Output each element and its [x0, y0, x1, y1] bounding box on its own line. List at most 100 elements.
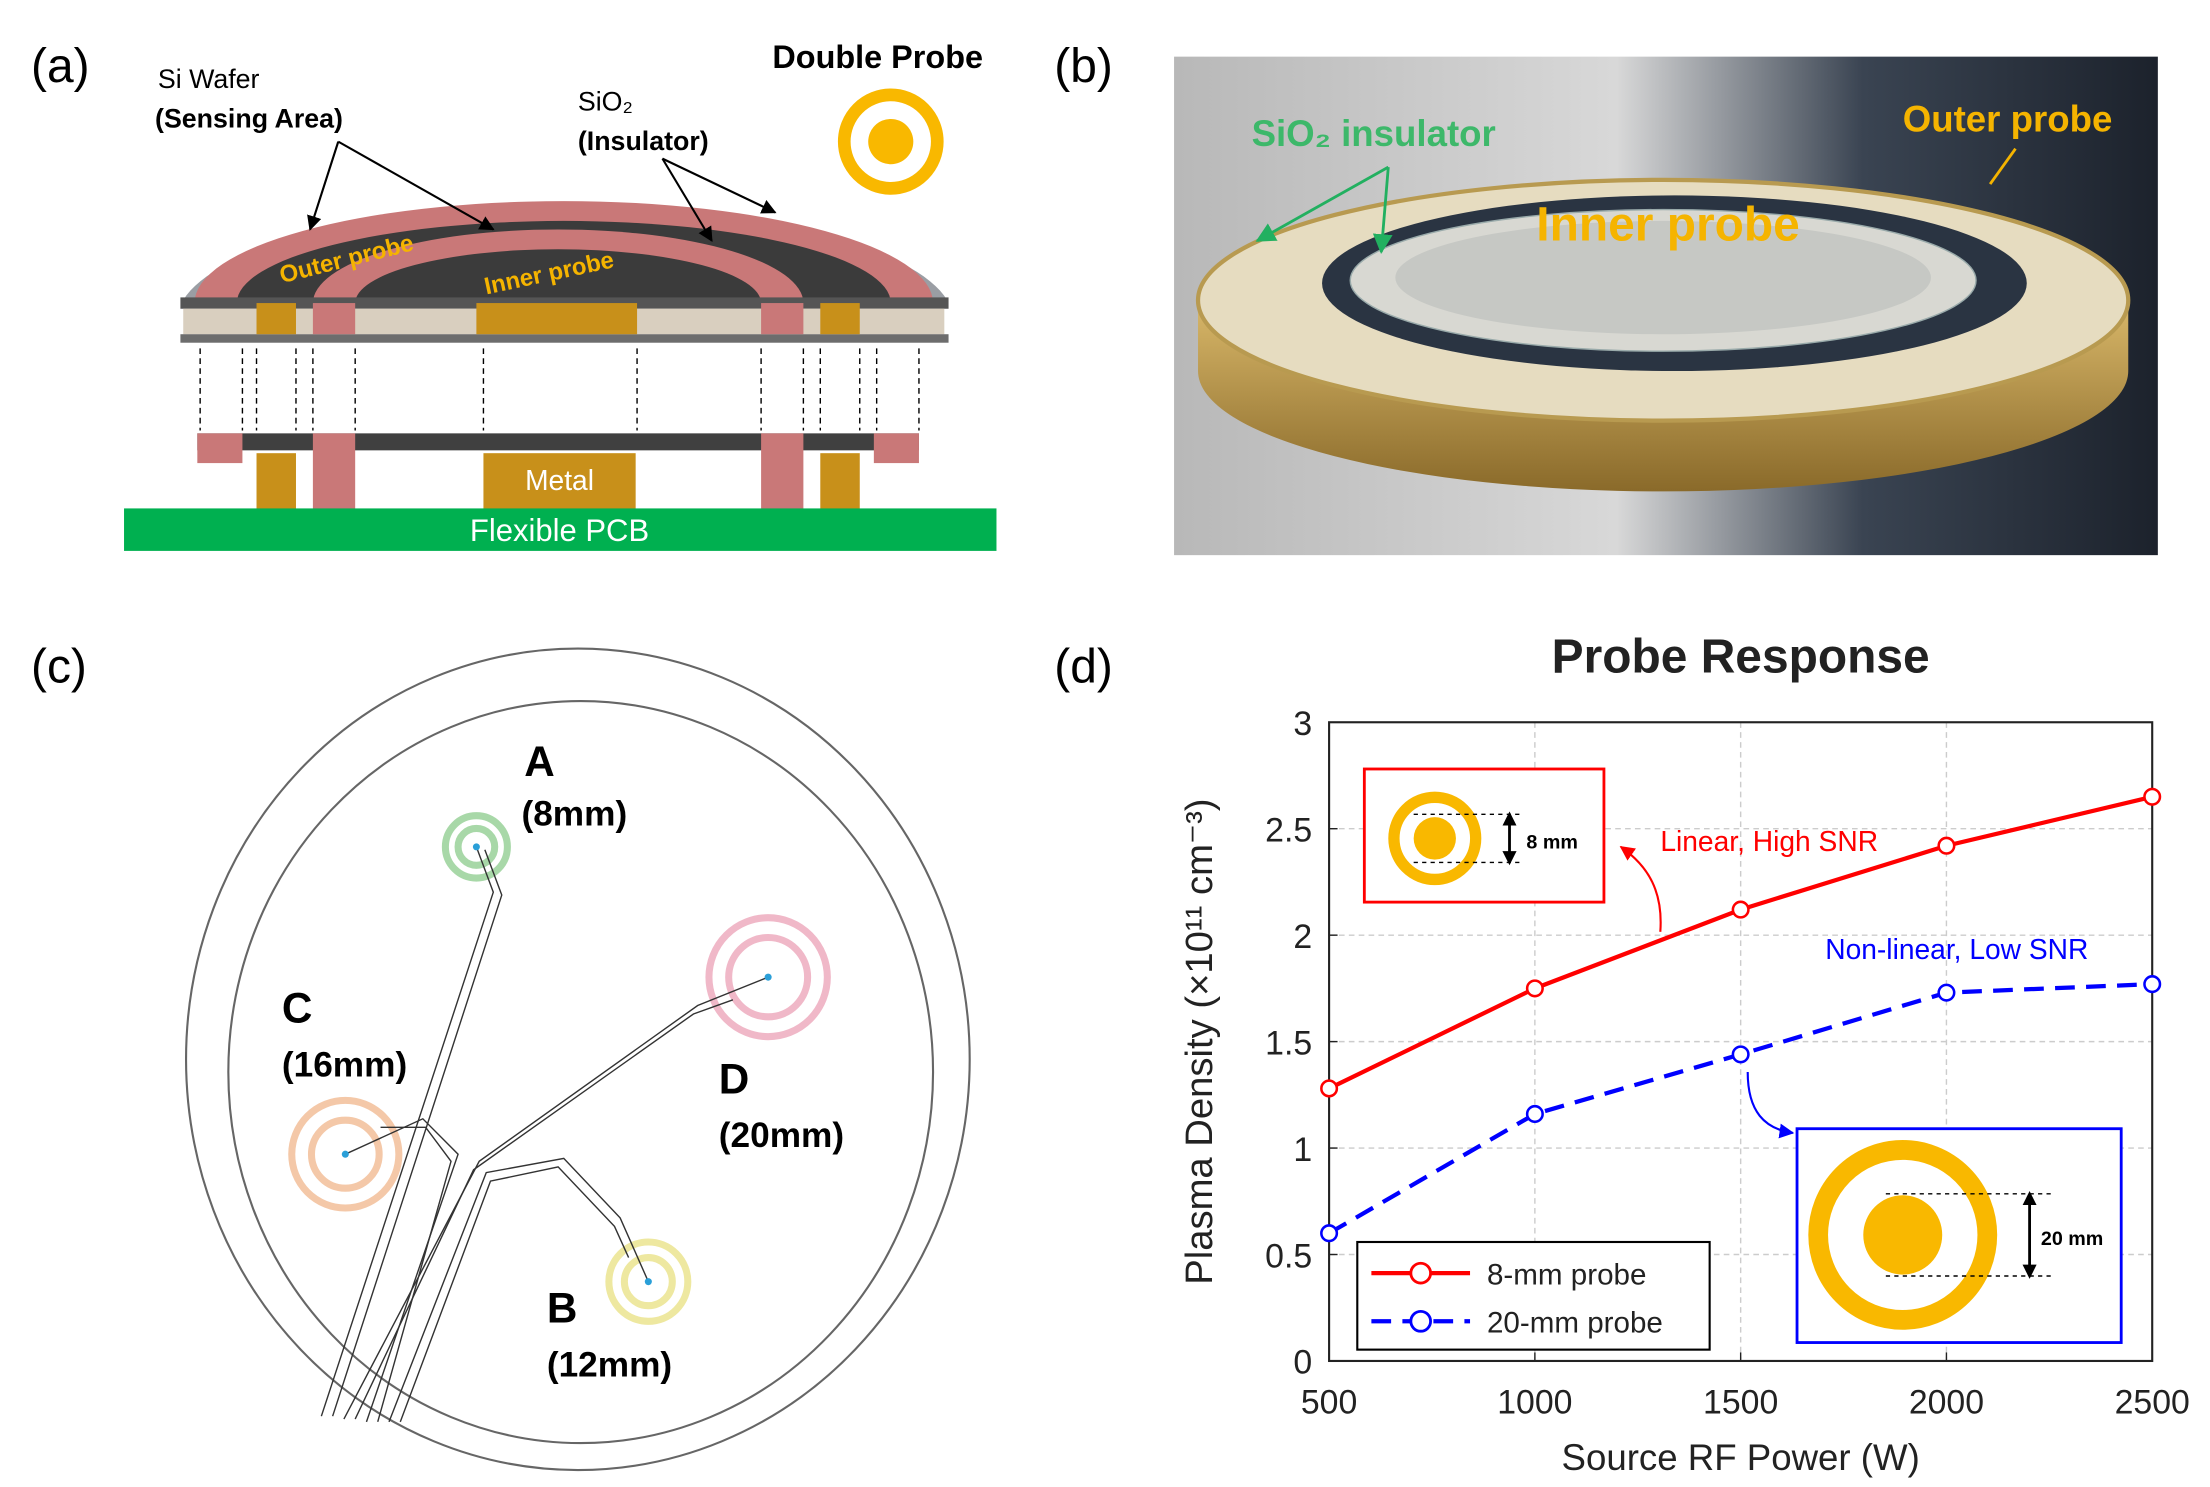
x-tick-label: 500 — [1301, 1383, 1357, 1421]
probe-a — [441, 812, 511, 882]
label: (Insulator) — [578, 126, 709, 156]
legend-marker — [1409, 1309, 1432, 1333]
y-tick-label: 1 — [1293, 1131, 1312, 1169]
metal — [820, 453, 860, 510]
trace — [388, 1157, 649, 1423]
disc-edge — [1198, 300, 2129, 492]
label: C — [282, 984, 313, 1031]
label: SiO₂ — [578, 86, 633, 116]
layer — [197, 433, 919, 451]
contact — [341, 1150, 349, 1158]
arrow — [307, 141, 340, 231]
inset-probe — [1808, 1140, 1998, 1330]
contact — [644, 1278, 652, 1286]
probe-icon — [837, 88, 944, 195]
label: Metal — [525, 464, 594, 496]
probe-d — [705, 914, 831, 1041]
trace — [320, 846, 495, 1417]
pcb — [124, 508, 997, 551]
label: (8mm) — [521, 795, 627, 834]
label: A — [524, 738, 555, 785]
trace — [331, 849, 503, 1417]
x-tick-label: 1500 — [1703, 1383, 1778, 1421]
layer — [180, 334, 949, 343]
x-tick-label: 1000 — [1497, 1383, 1572, 1421]
label: Inner probe — [1536, 199, 1799, 252]
metal — [483, 453, 636, 510]
legend-label: 8-mm probe — [1487, 1258, 1646, 1291]
point — [1525, 979, 1544, 998]
annotation-arrow — [1746, 1072, 1795, 1139]
inset-probe — [1413, 817, 1456, 860]
label: Flexible PCB — [470, 513, 649, 548]
y-axis-label: Plasma Density (×10¹¹ cm⁻³) — [1178, 798, 1221, 1284]
label: SiO₂ insulator — [1252, 113, 1496, 154]
probe-c — [307, 1116, 383, 1192]
label: (16mm) — [282, 1045, 407, 1084]
inner-probe — [1395, 220, 1931, 335]
annotation-arrow — [1619, 846, 1662, 932]
label: (20mm) — [719, 1116, 844, 1155]
contact — [472, 843, 480, 851]
label: Outer probe — [1903, 99, 2113, 140]
probe-b — [620, 1254, 676, 1310]
probe-a — [454, 824, 499, 869]
probe-icon — [868, 118, 914, 165]
pad — [197, 433, 243, 464]
arrow — [661, 157, 777, 214]
chart-title: Probe Response — [1552, 631, 1930, 684]
inset — [1362, 767, 1606, 904]
metal — [256, 453, 296, 510]
point — [1937, 983, 1956, 1002]
point — [1731, 900, 1750, 919]
label: B — [547, 1285, 578, 1332]
probe-d — [725, 933, 812, 1021]
arrow — [337, 140, 495, 231]
label: D — [719, 1055, 750, 1102]
panel-label: (b) — [1054, 40, 1113, 93]
inset-probe — [1388, 791, 1482, 886]
y-tick-label: 0.5 — [1265, 1237, 1312, 1275]
contact — [764, 973, 772, 981]
x-tick-label: 2500 — [2115, 1383, 2190, 1421]
inset-label: 20 mm — [2041, 1228, 2103, 1250]
point — [1320, 1224, 1339, 1243]
label: (Sensing Area) — [155, 103, 343, 133]
arrow — [661, 158, 713, 243]
x-tick-label: 2000 — [1909, 1383, 1984, 1421]
point — [1937, 836, 1956, 855]
legend — [1356, 1240, 1711, 1351]
y-tick-label: 1.5 — [1265, 1024, 1312, 1062]
probe-c — [288, 1096, 403, 1212]
legend-label: 20-mm probe — [1487, 1307, 1663, 1340]
y-tick-label: 0 — [1293, 1344, 1312, 1382]
label: Double Probe — [772, 39, 983, 75]
via — [761, 303, 804, 335]
panel-c: (c) A (8mm) — [31, 641, 971, 1472]
point — [2143, 787, 2162, 806]
annotation: Non-linear, Low SNR — [1825, 933, 2088, 965]
insulator — [355, 249, 762, 304]
panel-label: (c) — [31, 641, 87, 694]
panel-label: (d) — [1054, 641, 1113, 694]
panel-b: (b) SiO₂ insulator Outer probe Inner pro… — [1054, 40, 2158, 556]
label: Si Wafer — [158, 64, 260, 94]
trace — [354, 999, 734, 1420]
arrow — [1988, 147, 2017, 185]
trace — [345, 1117, 459, 1423]
wafer — [184, 647, 971, 1472]
plot-frame — [1328, 721, 2154, 1363]
arrow — [1255, 165, 1389, 242]
point — [1525, 1104, 1544, 1124]
metal — [256, 303, 296, 335]
wafer — [227, 699, 935, 1445]
metal — [820, 303, 860, 335]
inset-label: 8 mm — [1526, 831, 1578, 853]
y-tick-label: 2.5 — [1265, 811, 1312, 849]
arrow — [1372, 166, 1393, 255]
label: (12mm) — [547, 1345, 672, 1384]
via — [312, 433, 356, 510]
inset-probe — [1863, 1195, 1943, 1275]
panel-d: (d) Probe Response 0 0.5 1 1.5 2 2.5 3 500 1000 15… — [1054, 631, 2190, 1478]
pad — [873, 433, 919, 464]
